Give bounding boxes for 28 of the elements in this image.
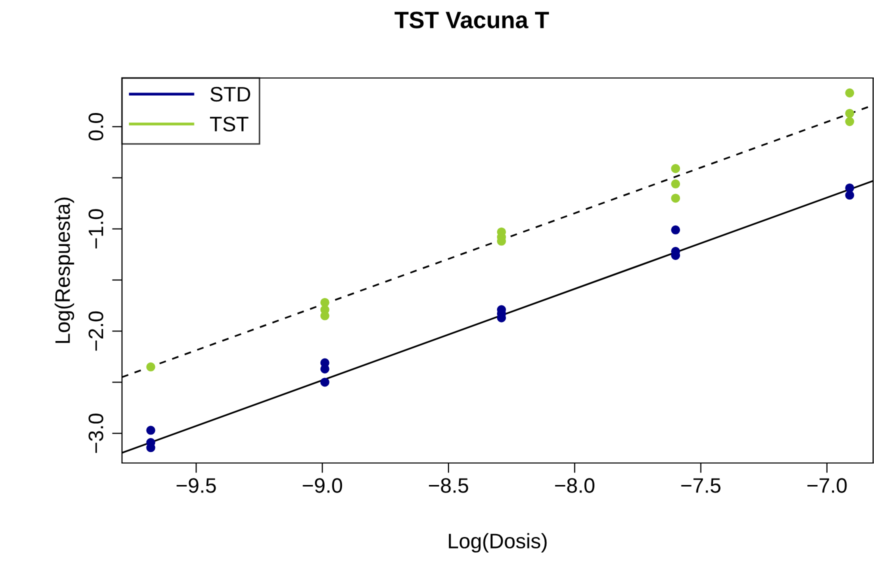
x-tick-label: −8.0 (555, 478, 594, 493)
point (845, 117, 854, 126)
x-axis-title: Log(Dosis) (448, 533, 547, 553)
x-tick-label: −8.5 (428, 478, 468, 493)
point (146, 426, 156, 435)
y-tick-label: −1.0 (88, 209, 104, 248)
y-tick-label: −3.0 (88, 414, 104, 453)
point (320, 298, 330, 308)
point (845, 190, 854, 200)
y-tick-label: 0.0 (88, 112, 104, 140)
point (671, 164, 680, 174)
x-tick-label: −7.0 (807, 478, 847, 493)
point (845, 88, 854, 98)
point (671, 179, 680, 188)
point (671, 225, 680, 234)
chart-title: TST Vacuna T (394, 12, 549, 28)
point (671, 194, 680, 203)
point (845, 108, 854, 118)
x-tick-label: −7.5 (681, 478, 720, 493)
x-tick-label: −9.0 (302, 478, 342, 493)
y-tick-label: −2.0 (88, 311, 104, 351)
legend-label: STD (210, 86, 250, 102)
point (320, 378, 330, 387)
point (146, 362, 156, 372)
point (845, 183, 854, 193)
x-tick-label: −9.5 (176, 478, 216, 493)
legend-label: TST (210, 116, 248, 132)
y-axis-title: Log(Respuesta) (54, 198, 74, 343)
